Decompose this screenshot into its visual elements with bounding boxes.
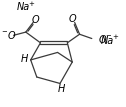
Text: H: H [20, 54, 28, 64]
Text: +: + [28, 1, 34, 7]
Text: Na: Na [101, 36, 114, 46]
Text: O: O [68, 14, 76, 24]
Text: H: H [58, 84, 66, 94]
Text: O$^{-}$: O$^{-}$ [98, 33, 113, 45]
Text: Na: Na [17, 2, 30, 13]
Text: +: + [113, 34, 119, 40]
Text: O: O [32, 15, 39, 25]
Text: $^{-}$O: $^{-}$O [1, 29, 16, 41]
